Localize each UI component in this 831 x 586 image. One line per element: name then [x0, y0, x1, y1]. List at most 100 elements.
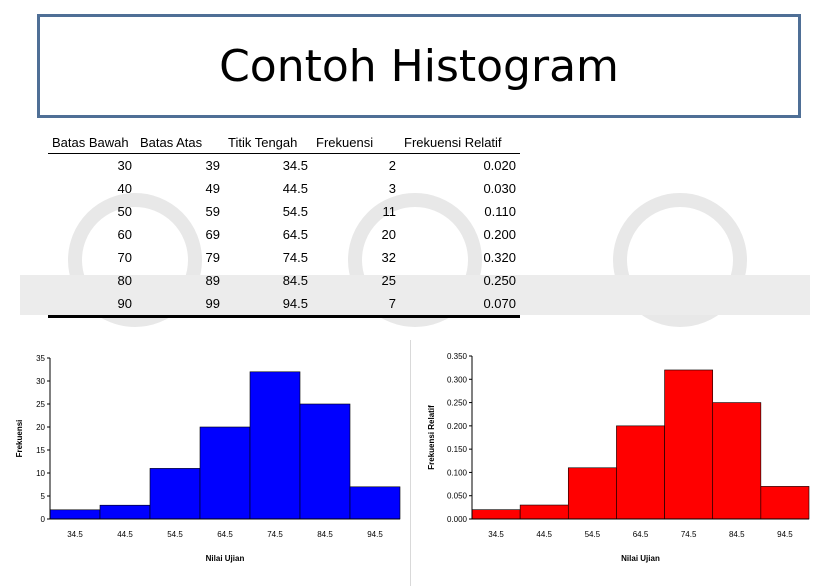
titik-tengah-cell: 44.5: [282, 181, 308, 196]
batas-bawah-cell: 30: [117, 158, 132, 173]
x-tick-label: 64.5: [217, 530, 233, 539]
slide-title-box: Contoh Histogram: [37, 14, 801, 118]
y-tick-label: 25: [36, 400, 45, 409]
histogram-bar: [616, 425, 665, 520]
header-batas-bawah: Batas Bawah: [48, 133, 136, 154]
x-axis-label: Nilai Ujian: [206, 554, 245, 563]
x-tick-label: 44.5: [536, 530, 552, 539]
histogram-bar: [49, 509, 101, 520]
histogram-bar: [567, 467, 617, 520]
batas-atas-cell: 79: [205, 250, 220, 265]
histogram-bar: [199, 426, 251, 520]
frekuensi-cell: 20: [381, 227, 396, 242]
titik-tengah-cell: 74.5: [282, 250, 308, 265]
batas-bawah-cell: 80: [117, 273, 132, 288]
x-tick-label: 84.5: [317, 530, 333, 539]
histogram-bar: [664, 369, 714, 520]
batas-bawah-cell: 40: [117, 181, 132, 196]
frekuensi-relatif-cell: 0.200: [483, 227, 516, 242]
histogram-bar: [519, 504, 569, 520]
header-batas-atas: Batas Atas: [136, 133, 224, 154]
y-tick-label: 0.000: [447, 515, 468, 524]
batas-bawah-cell: 90: [48, 292, 136, 318]
frekuensi-cell: 2: [388, 158, 396, 173]
y-tick-label: 10: [36, 469, 45, 478]
y-tick-label: 5: [41, 492, 46, 501]
batas-atas-cell: 49: [205, 181, 220, 196]
x-axis-label: Nilai Ujian: [621, 554, 660, 563]
titik-tengah-cell: 34.5: [282, 158, 308, 173]
batas-bawah-cell: 60: [117, 227, 132, 242]
frekuensi-cell: 25: [381, 273, 396, 288]
y-tick-label: 20: [36, 423, 45, 432]
x-tick-label: 94.5: [777, 530, 793, 539]
y-tick-label: 0.200: [447, 422, 468, 431]
frekuensi-relatif-cell: 0.020: [483, 158, 516, 173]
x-tick-label: 74.5: [681, 530, 697, 539]
y-tick-label: 30: [36, 377, 45, 386]
x-tick-label: 34.5: [488, 530, 504, 539]
frekuensi-cell: 11: [382, 204, 397, 219]
batas-bawah-cell: 50: [117, 204, 132, 219]
histogram-bar: [760, 486, 810, 520]
frekuensi-relatif-cell: 0.110: [484, 204, 516, 219]
batas-atas-cell: 59: [205, 204, 220, 219]
chart-divider: [410, 340, 411, 586]
x-tick-label: 84.5: [729, 530, 745, 539]
titik-tengah-cell: 84.5: [282, 273, 308, 288]
table-row: 70 79 74.5 32 0.320: [48, 246, 520, 269]
x-tick-label: 54.5: [585, 530, 601, 539]
frequency-table: Batas Bawah Batas Atas Titik Tengah Frek…: [48, 133, 520, 318]
histogram-bar: [149, 468, 201, 520]
table-row: 90 99 94.5 7 0.070: [48, 292, 520, 318]
table-header-row: Batas Bawah Batas Atas Titik Tengah Frek…: [48, 133, 520, 154]
table-row: 80 89 84.5 25 0.250: [48, 269, 520, 292]
frekuensi-relatif-cell: 0.320: [483, 250, 516, 265]
y-tick-label: 0.300: [447, 375, 468, 384]
header-titik-tengah: Titik Tengah: [224, 133, 312, 154]
batas-atas-cell: 39: [205, 158, 220, 173]
table-row: 30 39 34.5 2 0.020: [48, 154, 520, 178]
x-tick-label: 44.5: [117, 530, 133, 539]
x-tick-label: 74.5: [267, 530, 283, 539]
y-tick-label: 0.050: [447, 492, 468, 501]
y-tick-label: 0.100: [447, 468, 468, 477]
relative-frequency-histogram: 0.000 0.050 0.100 0.150 0.200 0.250 0.300 0.350…: [427, 352, 810, 563]
histogram-bar: [299, 403, 351, 520]
histogram-bar: [471, 509, 521, 520]
frekuensi-cell: 3: [388, 181, 396, 196]
table-row: 50 59 54.5 11 0.110: [48, 200, 520, 223]
table-row: 60 69 64.5 20 0.200: [48, 223, 520, 246]
batas-atas-cell: 69: [205, 227, 220, 242]
frekuensi-relatif-cell: 0.030: [483, 181, 516, 196]
y-tick-label: 0.350: [447, 352, 468, 361]
titik-tengah-cell: 64.5: [282, 227, 308, 242]
histogram-bar: [249, 371, 301, 520]
slide-title: Contoh Histogram: [219, 40, 619, 92]
titik-tengah-cell: 54.5: [282, 204, 308, 219]
x-tick-label: 34.5: [67, 530, 83, 539]
frekuensi-cell: 32: [381, 250, 396, 265]
histogram-bar: [99, 504, 151, 520]
frekuensi-relatif-cell: 0.250: [483, 273, 516, 288]
y-axis-label: Frekuensi Relatif: [427, 405, 436, 470]
y-tick-label: 0.150: [447, 445, 468, 454]
frekuensi-cell: 7: [312, 292, 400, 318]
histogram-bar: [349, 486, 401, 520]
batas-atas-cell: 89: [205, 273, 220, 288]
y-tick-label: 15: [36, 446, 45, 455]
x-tick-label: 94.5: [367, 530, 383, 539]
header-frekuensi: Frekuensi: [312, 133, 400, 154]
y-tick-label: 35: [36, 354, 45, 363]
titik-tengah-cell: 94.5: [224, 292, 312, 318]
frekuensi-relatif-cell: 0.070: [400, 292, 520, 318]
y-tick-label: 0.250: [447, 399, 468, 408]
header-frekuensi-relatif: Frekuensi Relatif: [400, 133, 520, 154]
table-row: 40 49 44.5 3 0.030: [48, 177, 520, 200]
y-axis-label: Frekuensi: [15, 420, 24, 458]
y-tick-label: 0: [41, 515, 46, 524]
x-tick-label: 54.5: [167, 530, 183, 539]
batas-bawah-cell: 70: [117, 250, 132, 265]
batas-atas-cell: 99: [136, 292, 224, 318]
x-tick-label: 64.5: [633, 530, 649, 539]
